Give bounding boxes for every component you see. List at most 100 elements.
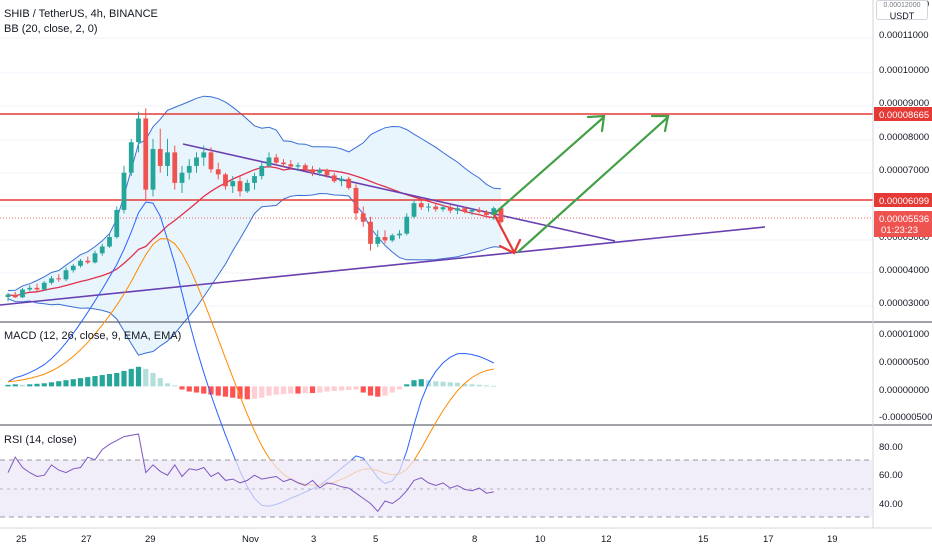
candle xyxy=(418,198,424,210)
rsi-legend[interactable]: RSI (14, close) xyxy=(4,434,77,446)
macd-histogram-bar xyxy=(237,386,243,399)
price-marker-upper[interactable]: 0.00008665 xyxy=(874,107,932,121)
macd-histogram-bar xyxy=(143,368,149,387)
candle xyxy=(34,283,40,292)
date-tick: 17 xyxy=(763,534,774,545)
price-tick: 0.00003000 xyxy=(879,298,929,309)
candle xyxy=(324,168,330,178)
candle xyxy=(389,233,395,243)
macd-histogram-bar xyxy=(193,386,200,393)
macd-histogram-bar xyxy=(27,384,33,387)
macd-histogram-bar xyxy=(41,383,47,387)
macd-histogram-bar xyxy=(128,368,134,387)
candle xyxy=(252,172,257,190)
macd-histogram-bar xyxy=(63,380,69,387)
macd-legend[interactable]: MACD (12, 26, close, 9, EMA, EMA) xyxy=(4,330,182,342)
date-tick: 15 xyxy=(698,534,709,545)
date-tick: 27 xyxy=(81,534,92,545)
candle xyxy=(157,128,163,173)
candle xyxy=(85,256,91,265)
candle xyxy=(288,159,294,169)
candle xyxy=(360,206,366,227)
macd-histogram-bar xyxy=(266,386,272,396)
candle xyxy=(179,165,185,194)
macd-histogram-bar xyxy=(85,377,91,387)
descending-trendline[interactable] xyxy=(182,143,616,242)
candle xyxy=(136,111,141,153)
candle xyxy=(331,172,337,183)
macd-histogram-bar xyxy=(114,372,120,387)
date-tick: 12 xyxy=(601,534,612,545)
macd-histogram-bar xyxy=(491,385,497,387)
candlestick-series xyxy=(5,108,504,302)
candle xyxy=(194,152,199,173)
macd-histogram-bar xyxy=(288,386,294,394)
price-tick: 0.00004000 xyxy=(879,265,929,276)
macd-histogram-bar xyxy=(70,379,76,387)
price-axis[interactable]: 0.00012000 0.00011000 0.00010000 0.00009… xyxy=(879,0,929,309)
green-up-arrow-1[interactable] xyxy=(492,114,606,216)
green-up-arrow-2[interactable] xyxy=(516,114,670,254)
price-marker-mid[interactable]: 0.00006099 xyxy=(874,193,932,207)
candle xyxy=(99,243,105,256)
currency-badge[interactable]: 0.00012000 USDT xyxy=(876,0,928,21)
candle xyxy=(201,145,207,166)
macd-axis[interactable]: 0.00001000 0.00000500 0.00000000 -0.0000… xyxy=(879,329,932,423)
candle xyxy=(397,230,402,239)
macd-histogram-bar xyxy=(222,386,229,397)
macd-histogram-bar xyxy=(34,383,40,387)
candle xyxy=(215,162,221,180)
candle xyxy=(49,275,54,285)
red-down-arrow[interactable] xyxy=(492,212,522,255)
candle xyxy=(382,230,388,244)
price-tick: 0.00009000 xyxy=(879,98,929,109)
bb-basis-line xyxy=(7,166,502,297)
candle xyxy=(5,292,11,302)
price-tick: 0.00008000 xyxy=(879,132,929,143)
svg-text:0.00005536: 0.00005536 xyxy=(879,214,929,225)
candle xyxy=(12,291,18,298)
macd-histogram-bar xyxy=(389,386,395,393)
candle xyxy=(375,230,381,248)
candle xyxy=(27,285,33,292)
bollinger-bands xyxy=(7,95,502,356)
bb-legend[interactable]: BB (20, close, 2, 0) xyxy=(4,23,98,35)
macd-histogram-bar xyxy=(309,386,316,394)
rsi-axis[interactable]: 80.00 60.00 40.00 xyxy=(879,442,903,510)
date-tick: 3 xyxy=(311,534,316,545)
last-price-marker[interactable]: 0.00005536 01:23:23 xyxy=(874,211,932,237)
macd-histogram-bar xyxy=(418,379,424,387)
candle xyxy=(70,264,76,273)
candle xyxy=(78,259,83,268)
candle xyxy=(295,162,301,172)
candle xyxy=(172,145,178,190)
candle xyxy=(426,203,431,212)
svg-text:0.00006099: 0.00006099 xyxy=(879,196,929,207)
candle xyxy=(469,208,475,216)
macd-histogram-bar xyxy=(179,386,185,390)
macd-histogram-bar xyxy=(375,386,381,397)
macd-histogram-bar xyxy=(208,386,214,395)
candle xyxy=(223,172,228,190)
macd-histogram-bar xyxy=(483,385,490,387)
macd-histogram-bar xyxy=(150,372,156,387)
date-tick: 10 xyxy=(535,534,546,545)
candle xyxy=(440,204,446,212)
macd-histogram-bar xyxy=(135,366,142,387)
macd-histogram-bar xyxy=(367,386,374,396)
candle xyxy=(92,250,98,264)
macd-histogram-bar xyxy=(404,384,410,387)
ascending-trendline[interactable] xyxy=(0,226,766,306)
candle xyxy=(41,281,47,291)
macd-histogram-bar xyxy=(259,386,265,398)
macd-histogram-bar xyxy=(476,384,482,387)
candle xyxy=(230,176,236,194)
time-axis[interactable]: 25 27 29 Nov 3 5 8 10 12 15 17 19 xyxy=(16,534,838,545)
symbol-title[interactable]: SHIB / TetherUS, 4h, BINANCE xyxy=(4,8,158,20)
candle xyxy=(20,287,25,298)
candle xyxy=(317,167,323,177)
price-tick: 0.00011000 xyxy=(879,30,929,41)
macd-histogram-bar xyxy=(99,375,105,387)
